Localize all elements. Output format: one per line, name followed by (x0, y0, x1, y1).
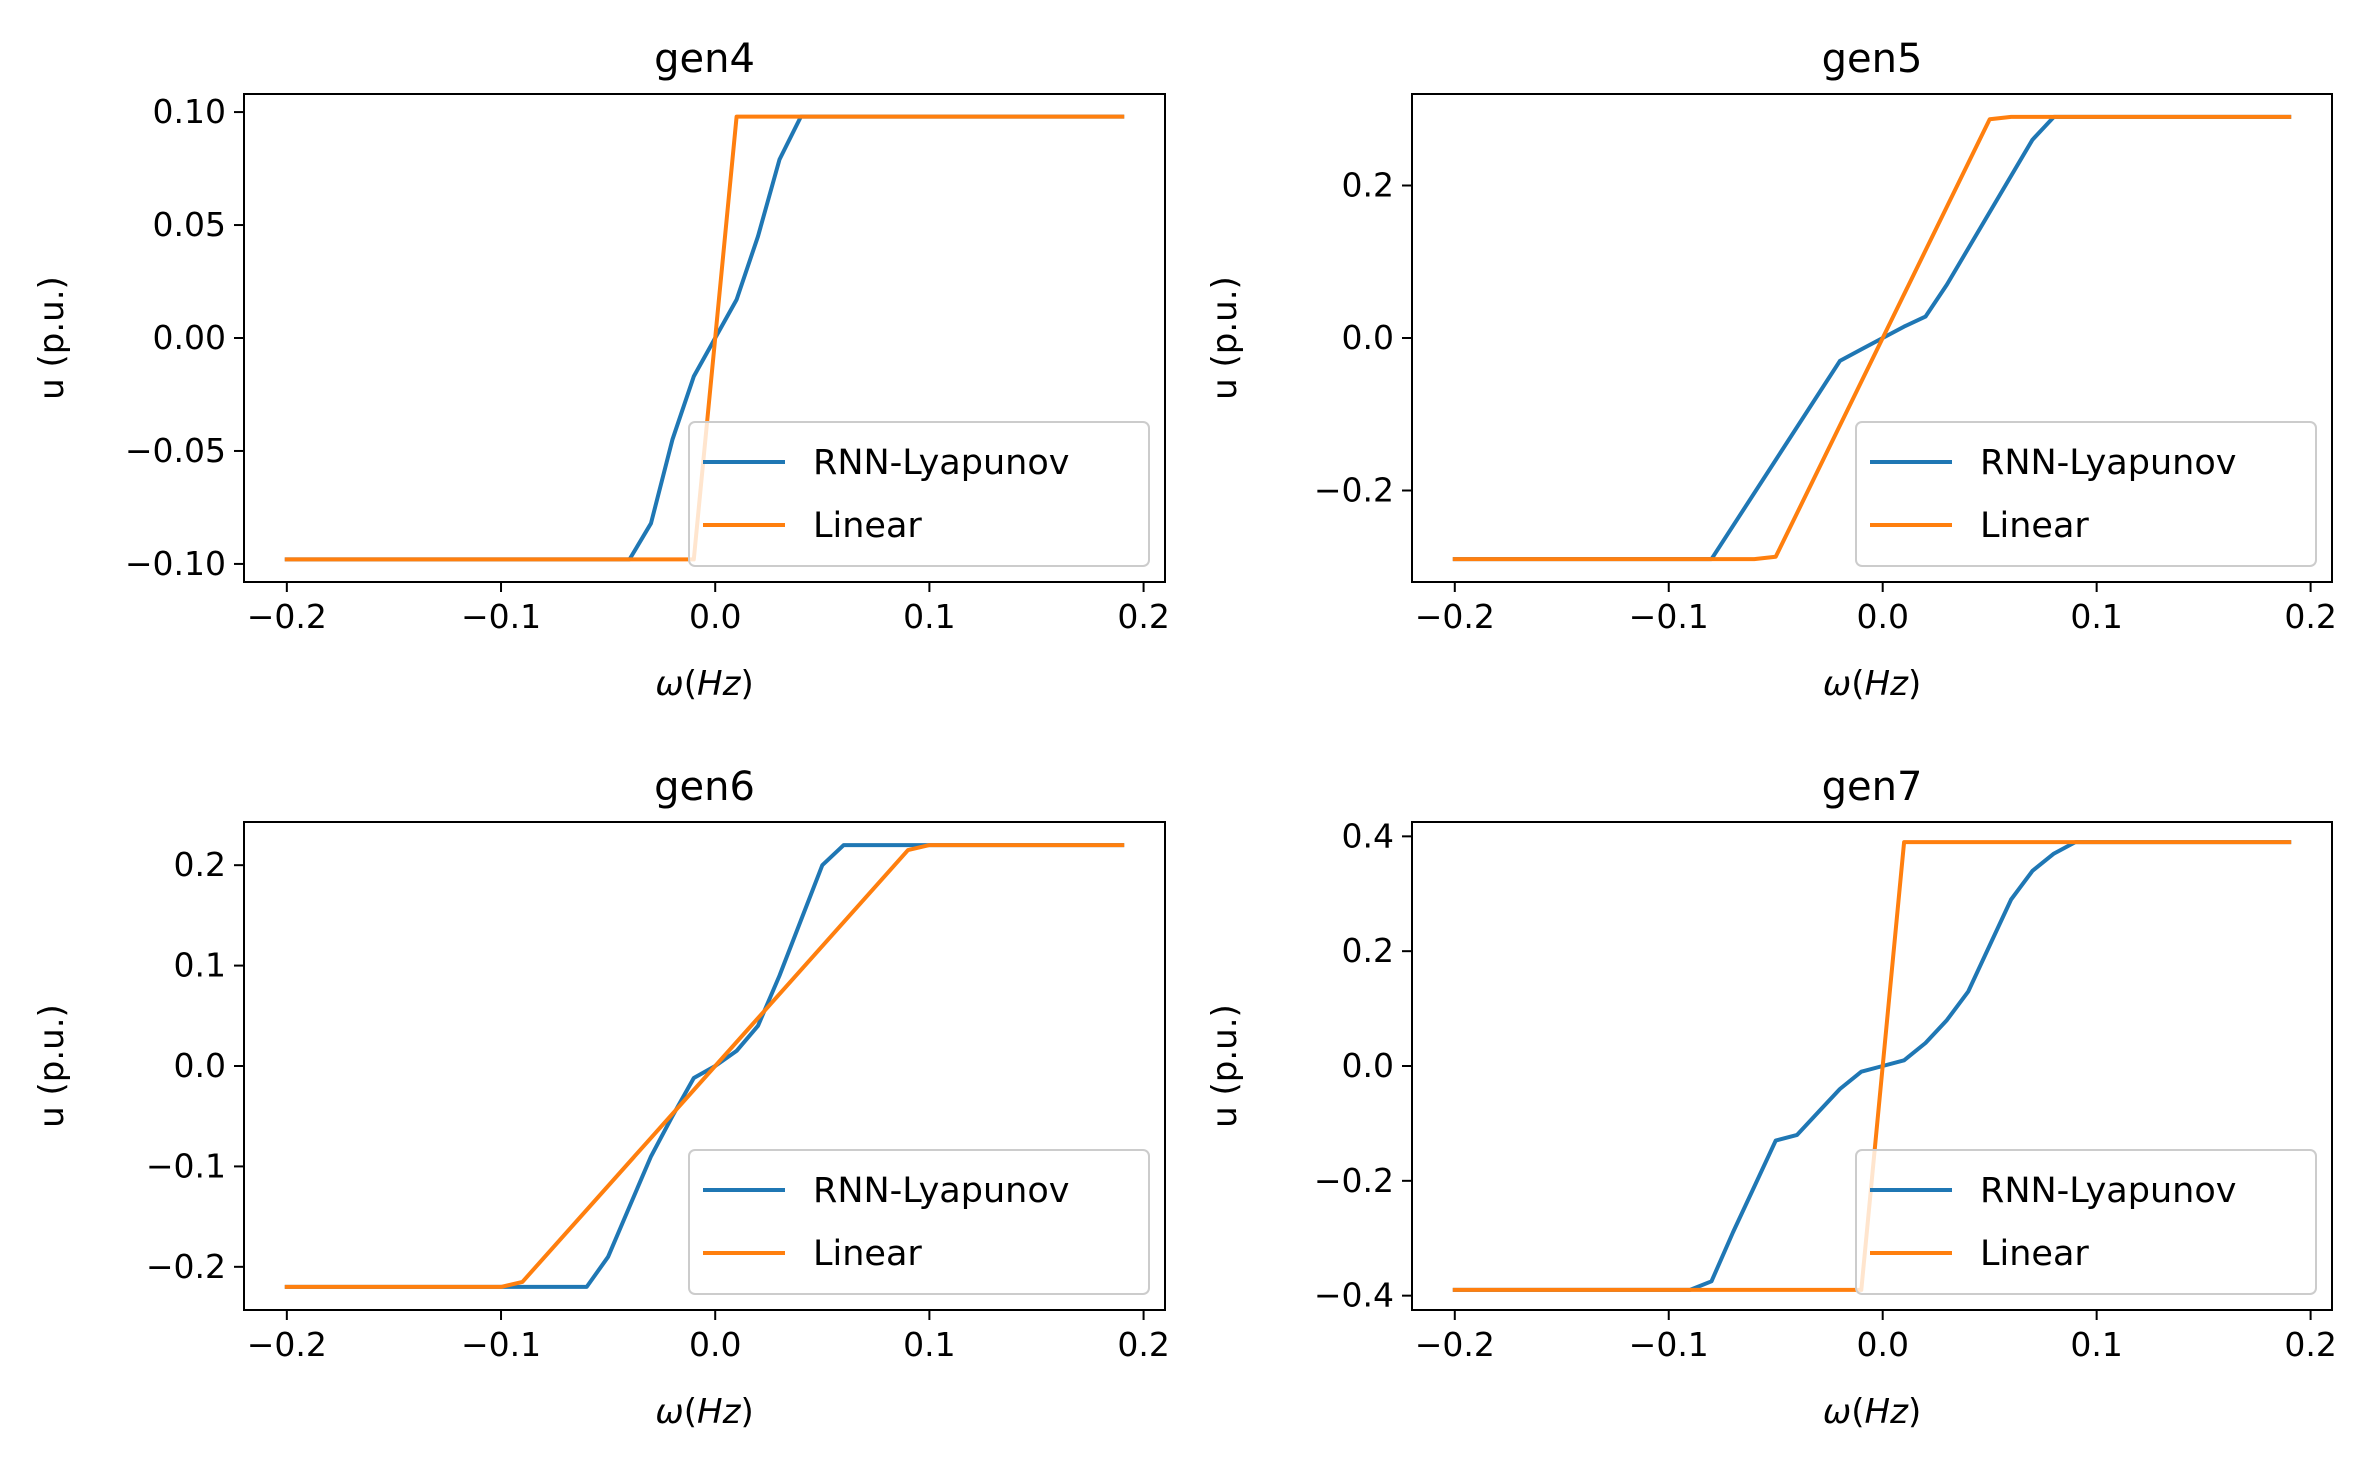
legend: RNN-Lyapunov Linear (1855, 1149, 2317, 1295)
x-tick-label: 0.0 (1856, 597, 1908, 636)
x-axis-label-paren: ) (740, 1392, 753, 1432)
y-tick-label: 0.10 (153, 92, 226, 131)
y-axis-label: u (p.u.) (32, 1004, 72, 1128)
y-tick-label: −0.4 (1314, 1276, 1394, 1315)
x-axis-label-unit: Hz (1865, 664, 1910, 704)
subplot-gen6: gen6 −0.2 −0.1 0.0 0.1 0.2 −0.2 −0.1 0.0 0.1 0.2 ω(… (32, 764, 1170, 1432)
x-tick-label: −0.2 (247, 597, 327, 636)
legend-label: RNN-Lyapunov (813, 443, 1069, 483)
subplot-gen4: gen4 −0.2 −0.1 0.0 0.1 0.2 −0.10 −0.05 0.00 0.05 0… (32, 36, 1170, 704)
y-tick-label: −0.10 (125, 544, 226, 583)
subplot-title: gen5 (1822, 36, 1923, 82)
series-group (284, 843, 1125, 1289)
legend-box (688, 421, 1150, 567)
x-axis-label-paren: ( (1851, 1392, 1864, 1432)
x-tick-label: −0.1 (461, 597, 541, 636)
legend-box (1855, 421, 2317, 567)
y-tick-label: 0.2 (1342, 166, 1394, 205)
x-axis-label-unit: Hz (697, 1392, 742, 1432)
series-group (1452, 114, 2292, 562)
subplot-gen7: gen7 −0.2 −0.1 0.0 0.1 0.2 −0.4 −0.2 0.0 0.2 0.4 ω(… (1205, 764, 2337, 1432)
x-tick-label: −0.2 (1415, 1325, 1495, 1364)
x-axis-label: ω(Hz) (1823, 1392, 1921, 1432)
y-tick-label: 0.0 (1342, 1046, 1394, 1085)
series-line-Linear (1452, 114, 2292, 562)
x-axis-label-paren: ) (1908, 664, 1921, 704)
x-axis-label-symbol: ω (1823, 664, 1851, 704)
x-tick-label: 0.1 (903, 597, 955, 636)
x-tick-label: −0.2 (247, 1325, 327, 1364)
y-axis-label: u (p.u.) (32, 276, 72, 400)
y-tick-label: 0.1 (174, 946, 226, 985)
series-group (1452, 840, 2292, 1292)
legend: RNN-Lyapunov Linear (688, 1149, 1150, 1295)
x-tick-label: −0.1 (1629, 597, 1709, 636)
x-tick-label: 0.0 (689, 1325, 741, 1364)
x-axis-label-paren: ) (740, 664, 753, 704)
y-axis-label: u (p.u.) (1205, 1004, 1245, 1128)
x-tick-label: 0.0 (689, 597, 741, 636)
legend-box (688, 1149, 1150, 1295)
y-axis-label: u (p.u.) (1205, 276, 1245, 400)
x-axis-label-symbol: ω (1823, 1392, 1851, 1432)
x-axis-label-paren: ( (684, 1392, 697, 1432)
series-line-Linear (1452, 840, 2292, 1292)
y-tick-label: −0.2 (146, 1247, 226, 1286)
y-tick-label: −0.05 (125, 431, 226, 470)
x-axis-label-unit: Hz (697, 664, 742, 704)
x-tick-label: 0.2 (2284, 1325, 2336, 1364)
y-tick-label: 0.0 (174, 1046, 226, 1085)
y-tick-label: 0.4 (1342, 816, 1394, 855)
x-tick-label: 0.1 (903, 1325, 955, 1364)
legend-label: Linear (1980, 1234, 2089, 1274)
subplot-gen5: gen5 −0.2 −0.1 0.0 0.1 0.2 −0.2 0.0 0.2 ω(Hz) u (p… (1205, 36, 2337, 704)
x-axis-label-paren: ( (684, 664, 697, 704)
series-line-Linear (284, 843, 1125, 1289)
x-tick-label: 0.2 (2284, 597, 2336, 636)
y-tick-label: 0.05 (153, 205, 226, 244)
series-line-Linear (284, 114, 1125, 562)
subplot-title: gen6 (654, 764, 755, 810)
legend-box (1855, 1149, 2317, 1295)
x-tick-label: 0.1 (2070, 1325, 2122, 1364)
legend: RNN-Lyapunov Linear (688, 421, 1150, 567)
legend-label: RNN-Lyapunov (1980, 1171, 2236, 1211)
x-axis-label-paren: ( (1851, 664, 1864, 704)
y-tick-label: 0.0 (1342, 318, 1394, 357)
x-axis-label: ω(Hz) (655, 664, 753, 704)
x-tick-label: 0.2 (1117, 1325, 1169, 1364)
x-tick-label: 0.0 (1856, 1325, 1908, 1364)
y-tick-label: −0.2 (1314, 471, 1394, 510)
x-tick-label: 0.1 (2070, 597, 2122, 636)
subplot-title: gen7 (1822, 764, 1923, 810)
y-tick-label: 0.2 (1342, 931, 1394, 970)
legend-label: Linear (1980, 506, 2089, 546)
series-group (284, 114, 1125, 562)
legend-label: RNN-Lyapunov (1980, 443, 2236, 483)
x-axis-label: ω(Hz) (655, 1392, 753, 1432)
x-tick-label: 0.2 (1117, 597, 1169, 636)
x-axis-label-symbol: ω (655, 664, 683, 704)
legend: RNN-Lyapunov Linear (1855, 421, 2317, 567)
y-tick-label: −0.1 (146, 1146, 226, 1185)
x-axis-label-unit: Hz (1865, 1392, 1910, 1432)
y-tick-label: 0.00 (153, 318, 226, 357)
x-tick-label: −0.1 (461, 1325, 541, 1364)
x-tick-label: −0.1 (1629, 1325, 1709, 1364)
x-axis-label-symbol: ω (655, 1392, 683, 1432)
legend-label: RNN-Lyapunov (813, 1171, 1069, 1211)
y-tick-label: −0.2 (1314, 1161, 1394, 1200)
y-tick-label: 0.2 (174, 845, 226, 884)
legend-label: Linear (813, 1234, 922, 1274)
subplot-title: gen4 (654, 36, 755, 82)
x-axis-label-paren: ) (1908, 1392, 1921, 1432)
x-axis-label: ω(Hz) (1823, 664, 1921, 704)
x-tick-label: −0.2 (1415, 597, 1495, 636)
series-line-RNN-Lyapunov (1452, 114, 2292, 562)
legend-label: Linear (813, 506, 922, 546)
